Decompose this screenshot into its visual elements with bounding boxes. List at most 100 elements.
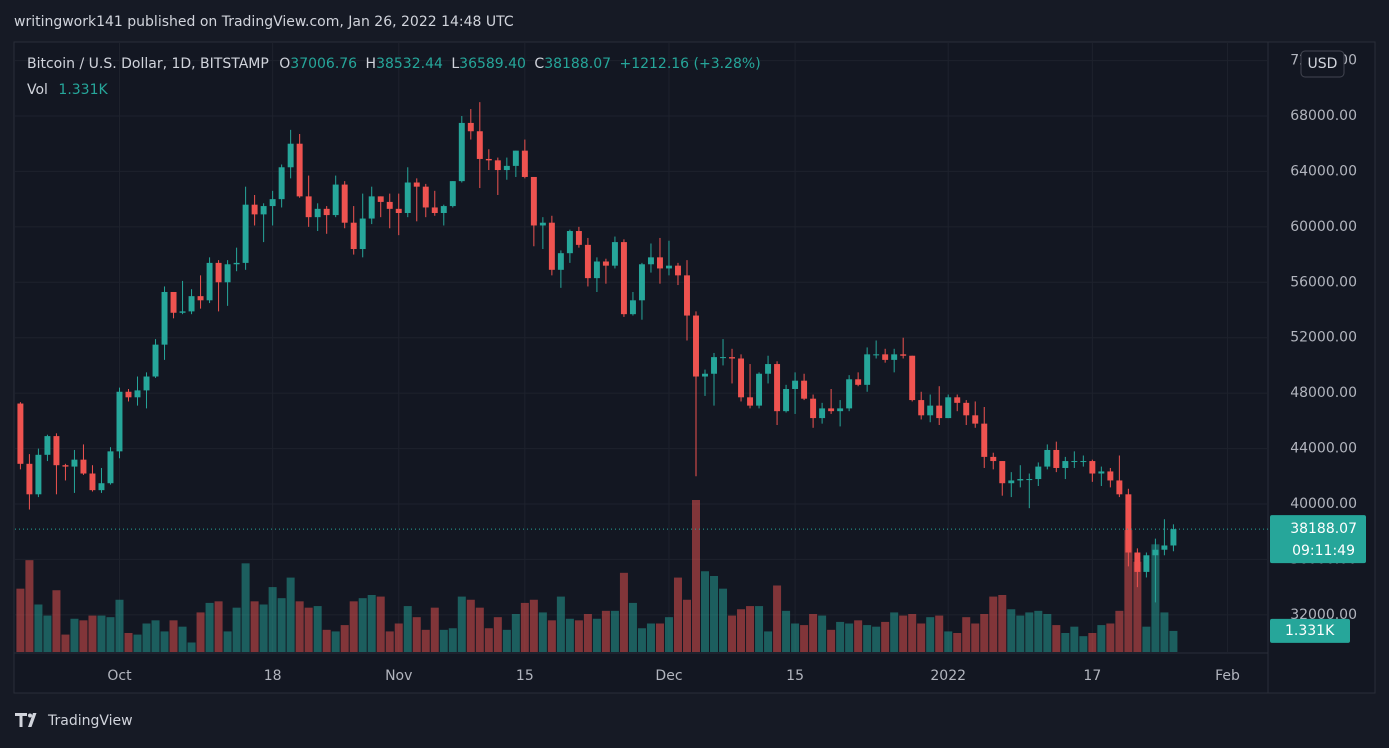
- candle-body: [1170, 529, 1177, 546]
- candle-body: [530, 176, 537, 226]
- volume-bar: [511, 614, 520, 652]
- y-tick-label: 48000.00: [1290, 385, 1357, 401]
- candle-body: [756, 373, 763, 406]
- candle-body: [819, 408, 826, 419]
- volume-bar: [908, 614, 917, 652]
- volume-bar: [809, 614, 818, 652]
- volume-bar: [232, 607, 241, 652]
- volume-label: 1.331K: [1285, 623, 1335, 639]
- volume-bar: [791, 623, 800, 652]
- volume-bar: [331, 631, 340, 652]
- volume-bar: [818, 615, 827, 652]
- volume-bar: [592, 618, 601, 652]
- candle-body: [1071, 461, 1078, 463]
- y-tick-label: 68000.00: [1290, 108, 1357, 124]
- candle-body: [1017, 479, 1024, 481]
- candle-body: [1125, 494, 1132, 553]
- candle-body: [602, 261, 609, 266]
- volume-bar: [1061, 633, 1070, 652]
- x-tick-label: Feb: [1215, 668, 1240, 684]
- volume-bar: [1169, 630, 1178, 652]
- x-tick-label: 18: [264, 668, 282, 684]
- volume-bar: [160, 631, 169, 652]
- volume-bar: [1034, 610, 1043, 652]
- volume-bar: [863, 625, 872, 652]
- brand-logo-dot: [28, 713, 32, 718]
- volume-bar: [998, 595, 1007, 652]
- candle-body: [404, 182, 411, 213]
- volume-bar: [971, 623, 980, 652]
- candle-body: [197, 296, 204, 301]
- candle-body: [1098, 471, 1105, 474]
- volume-bar: [430, 607, 439, 652]
- candle-body: [675, 265, 681, 276]
- candle-body: [251, 204, 258, 215]
- volume-bar: [1052, 625, 1061, 652]
- ohlc-value: 38532.44: [376, 56, 443, 72]
- candle-body: [395, 208, 402, 213]
- candle-body: [738, 358, 745, 398]
- volume-bar: [628, 602, 637, 652]
- candle-body: [1143, 555, 1150, 572]
- volume-bar: [1007, 609, 1016, 652]
- header: writingwork141 published on TradingView.…: [14, 14, 514, 30]
- volume-bar: [241, 563, 250, 652]
- volume-bar: [610, 610, 619, 652]
- volume-bar: [917, 623, 926, 652]
- x-tick-label: Dec: [655, 668, 682, 684]
- candle-body: [647, 257, 654, 265]
- candle-body: [882, 354, 889, 360]
- candle-body: [927, 405, 934, 416]
- y-tick-label: 52000.00: [1290, 330, 1357, 346]
- candle-body: [729, 357, 736, 359]
- legend: Bitcoin / U.S. Dollar, 1D, BITSTAMP O370…: [27, 56, 761, 72]
- volume-bar: [565, 618, 574, 652]
- candle-body: [242, 204, 249, 263]
- volume-bar: [493, 617, 502, 652]
- candle-body: [1053, 449, 1060, 468]
- volume-bar: [385, 631, 394, 652]
- volume-bar: [358, 598, 367, 652]
- ohlc-letter: C: [534, 56, 544, 72]
- candle-body: [846, 379, 853, 409]
- volume-bar: [1079, 636, 1088, 652]
- volume-bar: [944, 631, 953, 652]
- y-tick-label: 32000.00: [1290, 607, 1357, 623]
- volume-bar: [25, 560, 34, 652]
- price-label: 38188.07: [1290, 521, 1357, 537]
- candle-body: [575, 231, 582, 245]
- candle-body: [476, 131, 483, 159]
- volume-bar: [746, 606, 755, 652]
- candle-body: [684, 275, 690, 316]
- volume-bar: [52, 590, 61, 652]
- volume-bar: [322, 629, 331, 652]
- candle-body: [566, 231, 573, 254]
- candle-body: [783, 388, 790, 412]
- volume-bar: [529, 599, 538, 652]
- volume-label-box: [1270, 618, 1350, 643]
- currency: USD: [1308, 56, 1338, 72]
- candle-body: [792, 380, 799, 389]
- candle-body: [467, 122, 474, 132]
- candle-body: [990, 456, 997, 462]
- candle-body: [233, 262, 240, 265]
- candle-body: [161, 291, 168, 345]
- candle-body: [620, 242, 627, 315]
- candle-body: [774, 364, 781, 412]
- volume-bar: [448, 628, 457, 652]
- candle-body: [1080, 461, 1087, 463]
- volume-bar: [1025, 612, 1034, 652]
- volume-bar: [980, 614, 989, 652]
- candle-body: [98, 483, 105, 491]
- volume-bar: [764, 631, 773, 652]
- candle-body: [629, 300, 636, 315]
- candle-body: [1161, 545, 1168, 550]
- candle-body: [143, 376, 150, 391]
- price-label-box: [1270, 515, 1366, 564]
- volume-bar: [755, 606, 764, 652]
- volume-bar: [547, 620, 556, 652]
- volume-bar: [710, 576, 719, 652]
- candle-body: [71, 459, 78, 467]
- volume-bar: [394, 623, 403, 652]
